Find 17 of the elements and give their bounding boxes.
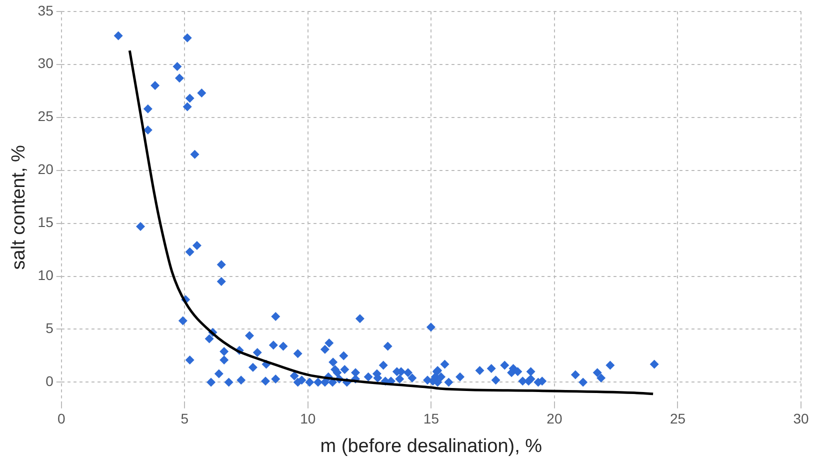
y-tick-label: 15	[38, 214, 54, 230]
x-axis-title: m (before desalination), %	[320, 436, 542, 457]
y-tick-label: 25	[38, 108, 54, 124]
x-tick-label: 10	[300, 410, 316, 427]
y-tick-label: 35	[38, 2, 54, 18]
y-tick-label: 0	[46, 373, 54, 390]
y-tick-label: 10	[38, 267, 54, 284]
y-tick-label: 30	[38, 55, 54, 72]
y-tick-label: 20	[38, 161, 54, 178]
x-tick-label: 0	[57, 410, 66, 427]
x-tick-label: 25	[670, 410, 686, 427]
x-tick-label: 30	[793, 410, 809, 427]
y-tick-label: 5	[46, 320, 54, 336]
x-tick-label: 15	[423, 410, 440, 427]
y-axis-title: salt content, %	[8, 144, 30, 270]
x-tick-label: 5	[180, 410, 189, 427]
x-tick-label: 20	[546, 410, 562, 427]
